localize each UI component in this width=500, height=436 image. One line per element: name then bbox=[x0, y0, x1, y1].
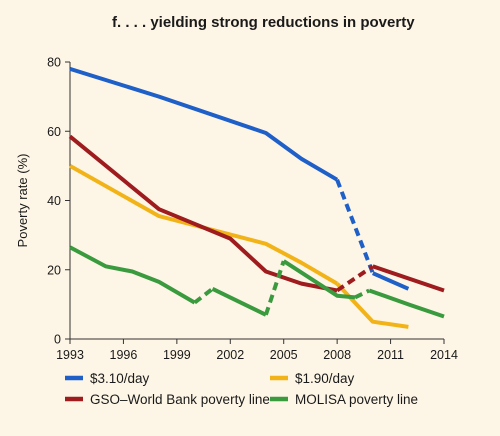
y-tick-label: 60 bbox=[47, 125, 61, 139]
legend-label: GSO–World Bank poverty line bbox=[90, 392, 270, 407]
legend-label: $3.10/day bbox=[90, 371, 150, 386]
x-tick-label: 1993 bbox=[56, 348, 84, 362]
series-line-3-segment-4 bbox=[282, 259, 356, 300]
chart-title: f. . . . yielding strong reductions in p… bbox=[112, 14, 415, 31]
x-tick-label: 2005 bbox=[270, 348, 298, 362]
series-line-3-segment-5 bbox=[354, 288, 371, 300]
series-line-3-segment-2 bbox=[211, 287, 267, 317]
series-line-1-segment-0 bbox=[69, 164, 339, 286]
y-tick-label: 0 bbox=[54, 333, 61, 347]
legend-label: $1.90/day bbox=[295, 371, 355, 386]
series-line-0-segment-1 bbox=[335, 178, 375, 274]
y-tick-label: 40 bbox=[47, 194, 61, 208]
series-line-2-segment-0 bbox=[68, 134, 338, 293]
series-line-3-segment-0 bbox=[69, 245, 196, 305]
series-line-2-segment-1 bbox=[335, 264, 374, 293]
x-tick-label: 2002 bbox=[216, 348, 244, 362]
series-line-0-segment-2 bbox=[371, 271, 410, 291]
y-axis-title: Poverty rate (%) bbox=[15, 154, 30, 248]
x-tick-label: 1999 bbox=[163, 348, 191, 362]
x-tick-label: 2008 bbox=[323, 348, 351, 362]
y-tick-label: 80 bbox=[47, 56, 61, 70]
y-tick-label: 20 bbox=[47, 263, 61, 277]
series-line-2-segment-2 bbox=[372, 264, 445, 293]
x-tick-label: 2011 bbox=[377, 348, 404, 362]
x-tick-label: 2014 bbox=[430, 348, 458, 362]
legend-label: MOLISA poverty line bbox=[295, 392, 418, 407]
series-line-3-segment-3 bbox=[264, 260, 286, 316]
series-line-3-segment-6 bbox=[368, 288, 445, 319]
x-tick-label: 1996 bbox=[110, 348, 138, 362]
series-line-3-segment-1 bbox=[193, 287, 214, 305]
series-line-0-segment-0 bbox=[69, 66, 339, 182]
